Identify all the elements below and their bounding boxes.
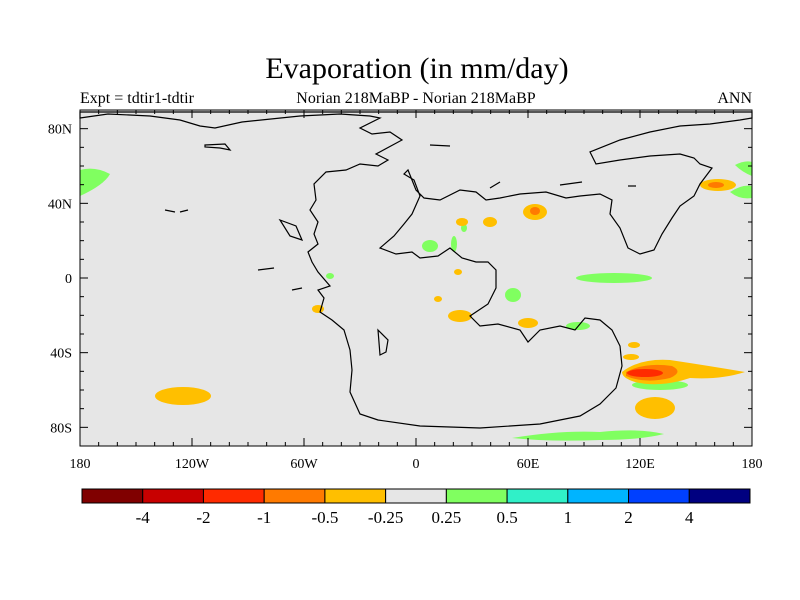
island-outline	[278, 218, 304, 241]
colorbar-swatch	[263, 488, 326, 504]
patch-negative	[454, 269, 462, 275]
island-outline	[204, 143, 232, 151]
patch-negative	[518, 318, 538, 328]
page-title: Evaporation (in mm/day)	[265, 52, 569, 85]
longitude-labels: 180 120W 60W 0 60E 120E 180	[70, 457, 763, 472]
colorbar-labels: -4 -2 -1 -0.5 -0.25 0.25 0.5 1 2 4	[136, 508, 694, 527]
colorbar-swatch	[628, 488, 690, 504]
colorbar-label: -4	[136, 508, 151, 527]
anomaly-patches	[80, 161, 752, 441]
colorbar-swatch	[385, 488, 447, 504]
lat-label: 0	[65, 272, 72, 287]
patch-positive	[80, 168, 110, 196]
lon-label: 180	[742, 457, 763, 472]
patch-negative	[623, 354, 639, 360]
colorbar-swatch	[81, 488, 144, 504]
island-outline	[291, 287, 303, 291]
patch-negative	[456, 218, 468, 226]
lat-label: 40N	[48, 197, 72, 212]
lon-label: 60E	[517, 457, 540, 472]
patch-strong-negative	[627, 369, 663, 377]
lon-label: 120W	[175, 457, 210, 472]
colorbar-swatch	[142, 488, 204, 504]
colorbar-swatch	[445, 488, 508, 504]
patch-positive	[505, 288, 521, 302]
lat-label: 80N	[48, 123, 72, 138]
patch-negative-inner	[530, 207, 540, 215]
lon-label: 120E	[625, 457, 655, 472]
axis-ticks	[79, 109, 753, 447]
patch-negative	[628, 342, 640, 348]
patch-positive	[461, 224, 467, 232]
patch-positive	[735, 161, 752, 176]
experiment-label: Expt = tdtir1-tdtir	[80, 90, 194, 107]
patch-negative	[483, 217, 497, 227]
patch-negative	[155, 387, 211, 405]
colorbar-label: 2	[624, 508, 633, 527]
lon-label: 60W	[290, 457, 318, 472]
subtitle: Norian 218MaBP - Norian 218MaBP	[296, 90, 536, 107]
patch-positive	[576, 273, 652, 283]
colorbar-label: 4	[685, 508, 694, 527]
coastlines	[79, 111, 753, 429]
island-outline	[257, 267, 275, 271]
colorbar-label: -0.5	[311, 508, 338, 527]
patch-positive	[451, 236, 457, 252]
patch-positive	[326, 273, 334, 279]
pangea-outline	[79, 111, 753, 429]
patch-positive	[422, 240, 438, 252]
island-outline	[179, 209, 189, 213]
patch-positive	[730, 185, 752, 199]
lon-label: 180	[70, 457, 91, 472]
lat-label: 40S	[50, 347, 72, 362]
island-outline	[489, 181, 501, 189]
patch-negative-inner	[708, 182, 724, 188]
latitude-labels: 80N 40N 0 40S 80S	[48, 123, 72, 437]
colorbar	[81, 488, 751, 504]
season-label: ANN	[717, 90, 752, 107]
colorbar-label: -2	[196, 508, 210, 527]
patch-negative	[635, 397, 675, 419]
colorbar-label: 0.25	[431, 508, 461, 527]
island-outline	[377, 328, 389, 356]
colorbar-swatch	[202, 488, 265, 504]
colorbar-swatch	[324, 488, 387, 504]
colorbar-swatch	[506, 488, 569, 504]
patch-negative	[434, 296, 442, 302]
colorbar-label: 0.5	[496, 508, 517, 527]
colorbar-swatch	[567, 488, 630, 504]
island-outline	[429, 144, 451, 147]
island-outline	[559, 181, 583, 186]
colorbar-swatch	[688, 488, 751, 504]
colorbar-label: -0.25	[368, 508, 403, 527]
island-outline	[164, 209, 176, 213]
colorbar-label: -1	[257, 508, 271, 527]
colorbar-label: 1	[564, 508, 573, 527]
lon-label: 0	[413, 457, 420, 472]
patch-positive	[512, 430, 664, 441]
patch-negative	[448, 310, 472, 322]
lat-label: 80S	[50, 421, 72, 436]
